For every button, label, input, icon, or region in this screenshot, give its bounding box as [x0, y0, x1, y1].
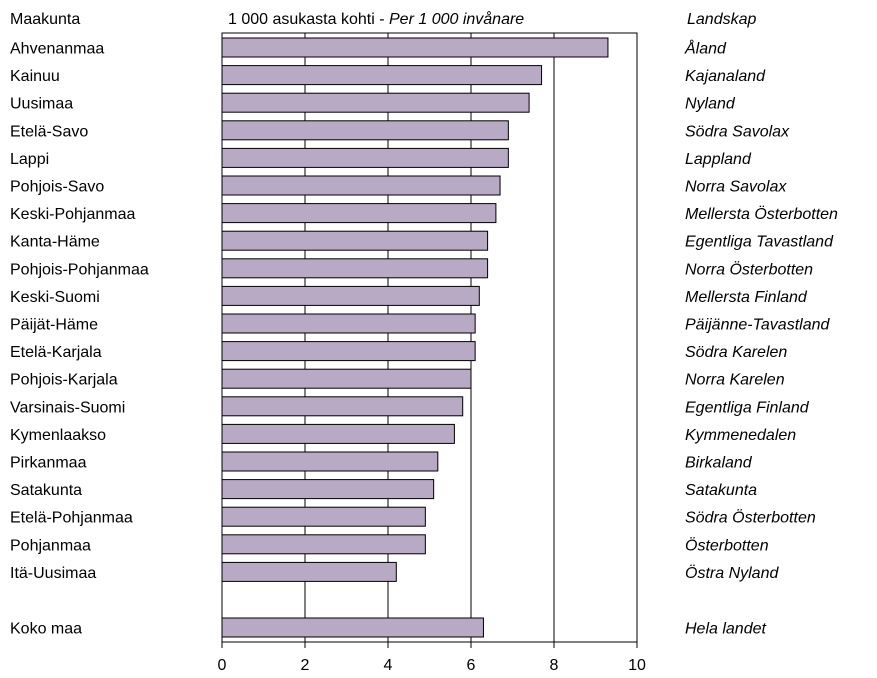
region-label-sv: Kajanaland	[685, 68, 766, 85]
region-label-sv: Mellersta Finland	[685, 289, 808, 306]
x-tick-label: 0	[218, 657, 227, 674]
region-label-fi: Keski-Suomi	[10, 289, 100, 306]
bar	[221, 230, 489, 251]
bar	[221, 285, 480, 306]
region-label-fi: Uusimaa	[10, 96, 73, 113]
x-tick-label: 8	[550, 657, 559, 674]
x-tick-label: 4	[384, 657, 393, 674]
region-label-fi: Keski-Pohjanmaa	[10, 206, 136, 223]
bar	[221, 175, 501, 196]
region-label-sv: Södra Savolax	[685, 123, 790, 140]
region-label-fi: Etelä-Pohjanmaa	[10, 510, 133, 527]
region-label-sv: Egentliga Finland	[685, 399, 810, 416]
region-label-fi: Satakunta	[10, 482, 82, 499]
region-label-sv: Egentliga Tavastland	[685, 234, 834, 251]
bars	[221, 37, 609, 638]
region-label-fi: Itä-Uusimaa	[10, 565, 96, 582]
bar	[221, 341, 476, 362]
header-region-fi: Maakunta	[10, 11, 80, 28]
region-label-sv: Birkaland	[685, 455, 753, 472]
bar	[221, 120, 509, 141]
category-labels: Ahvenanmaa Åland Kainuu Kajanaland Uusimaa Ny…	[10, 39, 838, 638]
bar	[221, 37, 609, 58]
region-label-sv: Södra Karelen	[685, 344, 787, 361]
region-label-fi: Pohjois-Pohjanmaa	[10, 261, 149, 278]
header-unit: 1 000 asukasta kohti - Per 1 000 invånar…	[228, 10, 524, 28]
region-label-fi: Etelä-Savo	[10, 123, 88, 140]
bar	[221, 258, 489, 279]
bar	[221, 147, 509, 168]
region-label-fi: Lappi	[10, 151, 49, 168]
region-label-sv: Päijänne-Tavastland	[685, 317, 831, 334]
region-label-sv: Östra Nyland	[685, 564, 779, 582]
region-label-fi: Pohjanmaa	[10, 537, 91, 554]
region-label-fi: Pohjois-Karjala	[10, 372, 118, 389]
header-unit-sv: Per 1 000 invånare	[389, 10, 524, 28]
bar	[221, 396, 464, 417]
header-region-sv: Landskap	[687, 11, 756, 28]
bar	[221, 561, 397, 582]
bar-total	[221, 617, 484, 638]
bar	[221, 534, 426, 555]
bar	[221, 479, 435, 500]
region-label-fi: Ahvenanmaa	[10, 41, 104, 58]
bar	[221, 65, 543, 86]
x-axis: 0 2 4 6 8 10	[218, 642, 646, 674]
region-label-sv: Norra Österbotten	[685, 260, 813, 278]
region-label-sv: Nyland	[685, 96, 736, 113]
x-tick-label: 10	[628, 657, 646, 674]
region-label-sv: Mellersta Österbotten	[685, 205, 838, 223]
region-label-fi: Kanta-Häme	[10, 234, 100, 251]
region-label-fi: Kainuu	[10, 68, 60, 85]
region-label-sv: Satakunta	[685, 482, 757, 499]
x-tick-label: 6	[467, 657, 476, 674]
region-label-fi: Pohjois-Savo	[10, 179, 104, 196]
region-label-sv: Kymmenedalen	[685, 427, 796, 444]
region-label-fi-total: Koko maa	[10, 621, 82, 638]
region-label-fi: Kymenlaakso	[10, 427, 106, 444]
region-label-sv: Södra Österbotten	[685, 509, 816, 527]
bar	[221, 92, 530, 113]
bar	[221, 423, 455, 444]
region-label-sv: Norra Savolax	[685, 179, 787, 196]
region-label-fi: Pirkanmaa	[10, 455, 87, 472]
region-label-sv: Norra Karelen	[685, 372, 785, 389]
region-label-sv: Åland	[684, 39, 727, 58]
bar	[221, 368, 472, 389]
region-label-sv: Lappland	[685, 151, 752, 168]
header-unit-fi: 1 000 asukasta kohti -	[228, 11, 385, 28]
region-label-fi: Päijät-Häme	[10, 317, 98, 334]
region-label-sv: Österbotten	[685, 536, 769, 554]
region-label-fi: Etelä-Karjala	[10, 344, 102, 361]
region-label-sv-total: Hela landet	[685, 621, 767, 638]
bar	[221, 203, 497, 224]
plot-frame	[221, 32, 638, 643]
bar	[221, 451, 439, 472]
region-label-fi: Varsinais-Suomi	[10, 399, 125, 416]
bar	[221, 313, 476, 334]
bar	[221, 506, 426, 527]
x-tick-label: 2	[301, 657, 310, 674]
